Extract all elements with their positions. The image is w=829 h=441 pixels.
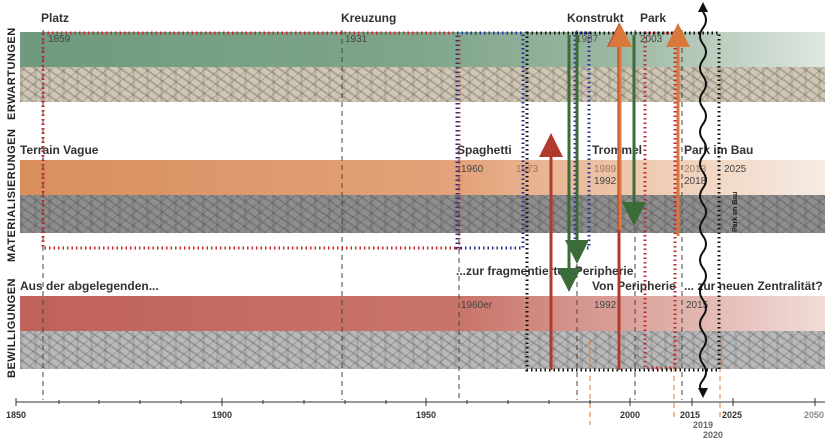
- frame-black: [525, 31, 721, 372]
- axis-tick-1900: 1900: [212, 410, 233, 420]
- heading-trommel: Trommel: [592, 143, 643, 157]
- frame-red-large: [41, 31, 461, 250]
- year-1931: 1931: [345, 34, 368, 45]
- orange-guide-lines: [589, 340, 721, 425]
- year-1859: 1859: [48, 34, 71, 45]
- axis-tick-2015: 2015: [680, 410, 701, 420]
- heading-konstrukt: Konstrukt: [567, 11, 624, 25]
- year-2018: 2018: [684, 176, 707, 187]
- year-2013: 2013: [684, 164, 707, 175]
- heading-abgelegenden: Aus der abgelegenden...: [20, 279, 159, 293]
- year-2025: 2025: [724, 164, 747, 175]
- year-1973: 1973: [516, 164, 539, 175]
- wavy-arrow-bottom: [698, 388, 708, 398]
- heading-park-im-bau: Park im Bau: [684, 143, 754, 157]
- bewilligungen-plan-strip: [20, 331, 825, 369]
- materialisierungen-aerial-strip: [20, 195, 825, 233]
- frame-red-park: [643, 31, 677, 370]
- frame-blue-konstrukt: [573, 31, 591, 250]
- wavy-arrow-top: [698, 2, 708, 12]
- axis-tick-2000: 2000: [620, 410, 641, 420]
- year-1987: 1987: [576, 34, 599, 45]
- present-wavy-line: [699, 11, 707, 391]
- axis-tick-2050: 2050: [804, 410, 825, 420]
- axis-tick-2019: 2019: [693, 420, 714, 430]
- year-1989: 1989: [594, 164, 617, 175]
- heading-park: Park: [640, 11, 667, 25]
- year-1960er: 1960er: [461, 300, 493, 311]
- year-2003: 2003: [640, 34, 663, 45]
- heading-spaghetti: Spaghetti: [457, 143, 512, 157]
- year-2015: 2015: [686, 300, 709, 311]
- year-guide-lines: [42, 30, 683, 400]
- materialisierungen-band: [20, 160, 825, 195]
- time-axis-ticks: [15, 398, 816, 406]
- heading-kreuzung: Kreuzung: [341, 11, 397, 25]
- year-1960: 1960: [461, 164, 484, 175]
- heading-terrain-vague: Terrain Vague: [20, 143, 99, 157]
- year-1992-b: 1992: [594, 300, 617, 311]
- erwartungen-map-strip: [20, 67, 825, 102]
- bewilligungen-band: [20, 296, 825, 331]
- axis-tick-1950: 1950: [416, 410, 437, 420]
- frame-blue-spaghetti: [455, 31, 525, 250]
- axis-tick-2025: 2025: [722, 410, 743, 420]
- axis-tick-1850: 1850: [6, 410, 27, 420]
- erwartungen-band: [20, 32, 825, 67]
- year-1992: 1992: [594, 176, 617, 187]
- heading-platz: Platz: [41, 11, 70, 25]
- heading-von-peripherie: Von Peripherie: [592, 279, 676, 293]
- axis-tick-2020: 2020: [703, 430, 724, 440]
- heading-fragmentierte-peripherie: ...zur fragmentierten Peripherie: [456, 264, 634, 278]
